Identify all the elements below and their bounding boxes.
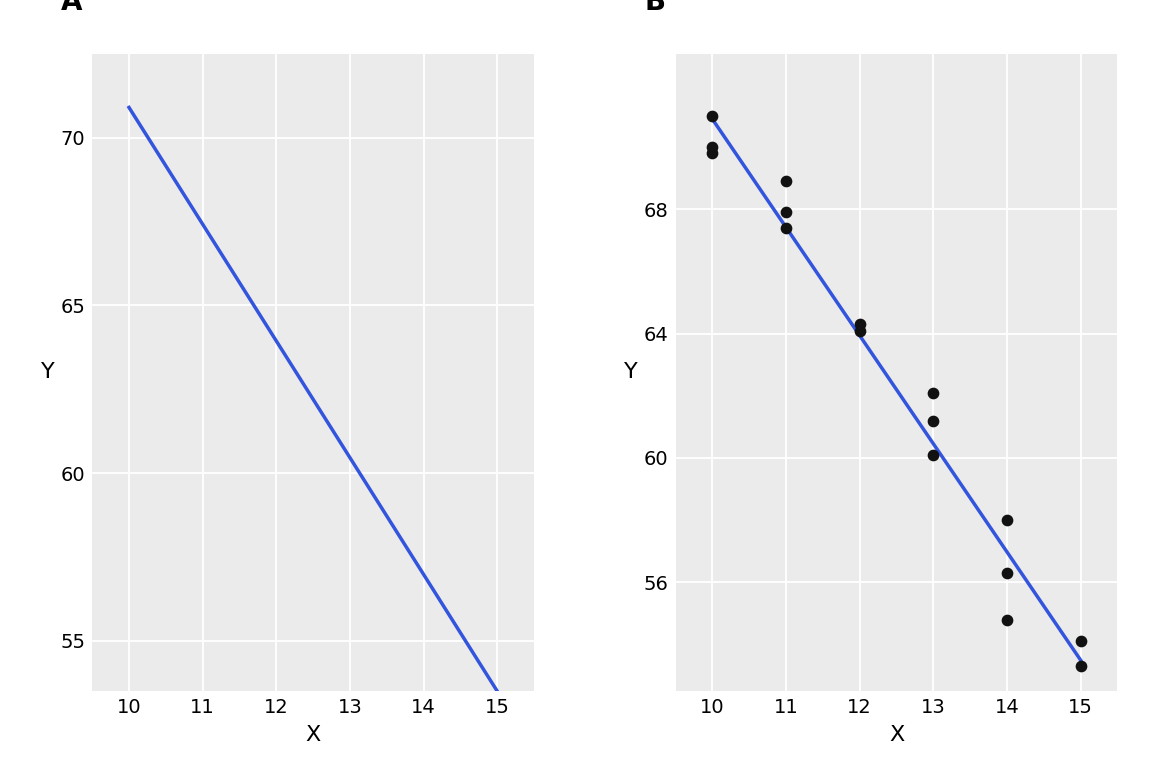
Point <box>1071 660 1090 673</box>
Point <box>850 324 869 336</box>
Point <box>776 175 795 187</box>
Point <box>924 415 942 427</box>
X-axis label: X: X <box>305 726 320 746</box>
Point <box>1071 635 1090 647</box>
Text: B: B <box>645 0 666 15</box>
Point <box>776 206 795 218</box>
Point <box>703 141 721 153</box>
Point <box>924 386 942 399</box>
Point <box>998 614 1016 626</box>
X-axis label: X: X <box>889 726 904 746</box>
Y-axis label: Y: Y <box>41 362 55 382</box>
Text: A: A <box>61 0 83 15</box>
Point <box>998 514 1016 526</box>
Point <box>703 110 721 122</box>
Point <box>776 222 795 234</box>
Point <box>703 147 721 160</box>
Point <box>850 318 869 330</box>
Y-axis label: Y: Y <box>624 362 638 382</box>
Point <box>924 449 942 461</box>
Point <box>998 567 1016 579</box>
